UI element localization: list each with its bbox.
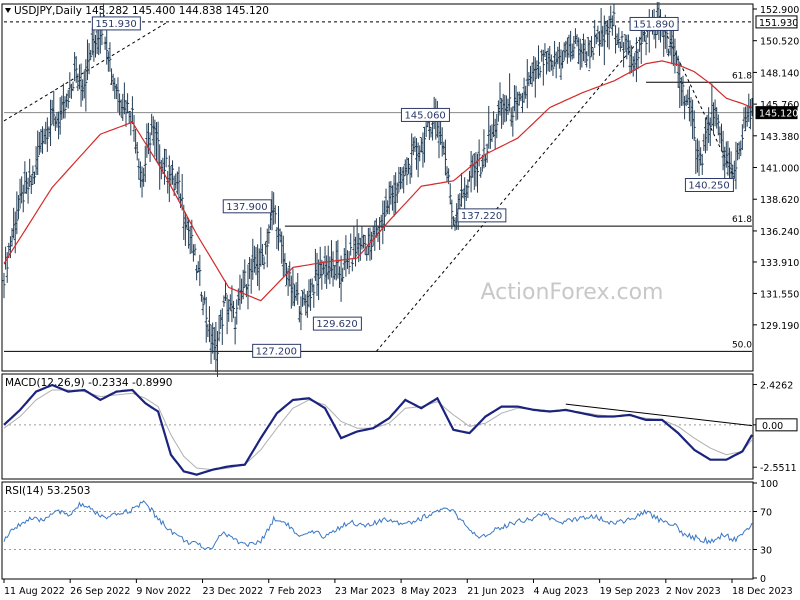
rsi-y-tick-label: 0: [760, 574, 766, 585]
price-y-tick-label: 150.520: [760, 37, 799, 48]
price-title-text: USDJPY,Daily 145.282 145.400 144.838 145…: [14, 5, 269, 17]
x-axis-tick-label: 2 Nov 2023: [666, 586, 721, 597]
price-y-tick-label: 143.380: [760, 132, 799, 143]
price-annotation-box: [457, 208, 507, 223]
price-y-tick-label: 141.000: [760, 164, 799, 175]
rsi-panel-frame: [1, 481, 754, 580]
price-annotation-text: 145.060: [404, 110, 445, 121]
x-axis-tick-label: 9 Nov 2022: [136, 586, 191, 597]
price-annotation-box: [684, 178, 734, 193]
price-annotation-text: 137.220: [461, 211, 502, 222]
price-y-tick-label: 133.910: [760, 258, 799, 269]
price-annotation-text: 151.930: [95, 19, 136, 30]
rsi-line: [3, 500, 753, 550]
price-y-tick-label: 138.620: [760, 195, 799, 206]
macd-y-tick-label: 2.4262: [760, 381, 793, 392]
fib-level-label: 50.0: [732, 340, 752, 350]
price-annotation-box: [629, 16, 679, 31]
price-trendline: [661, 24, 735, 178]
x-axis-tick-label: 8 May 2023: [401, 586, 457, 597]
price-y-tick-label: 129.190: [760, 321, 799, 332]
macd-y-tick-label: -2.5511: [760, 463, 797, 474]
price-annotation-box: [312, 316, 362, 331]
price-annotation-text: 151.890: [633, 19, 674, 30]
price-annotation-text: 129.620: [316, 319, 357, 330]
price-level-tag: [755, 15, 798, 29]
price-y-tick-label: 145.760: [760, 100, 799, 111]
price-y-tick-label: 136.240: [760, 227, 799, 238]
price-annotation-box: [252, 343, 302, 358]
price-annotation-box: [222, 199, 272, 214]
fib-level-label: 61.8: [732, 215, 752, 225]
x-axis-tick-label: 23 Mar 2023: [335, 586, 395, 597]
x-axis-tick-label: 19 Sep 2023: [600, 586, 660, 597]
rsi-y-tick-label: 30: [760, 546, 772, 557]
x-axis-tick-label: 11 Aug 2022: [4, 586, 65, 597]
x-axis-tick-label: 23 Dec 2022: [203, 586, 264, 597]
price-level-tag: [755, 106, 798, 120]
macd-trendline: [565, 403, 753, 427]
x-axis-tick-label: 21 Jun 2023: [467, 586, 524, 597]
fib-level-label: 61.8: [732, 71, 752, 81]
price-y-tick-label: 152.900: [760, 5, 799, 16]
price-annotation-text: 127.200: [256, 346, 297, 357]
price-y-tick-label: 148.140: [760, 68, 799, 79]
price-y-tick-label: 131.550: [760, 289, 799, 300]
price-panel-frame: [1, 3, 754, 372]
x-axis-tick-label: 18 Dec 2023: [732, 586, 793, 597]
macd-last-value-tag: [755, 418, 798, 432]
price-annotation-box: [91, 16, 141, 31]
moving-average-line: [3, 60, 753, 302]
watermark: ActionForex.com: [481, 280, 664, 305]
macd-last-value-text: 0.00: [762, 421, 783, 432]
price-trendline: [3, 21, 168, 122]
x-axis-tick-label: 26 Sep 2022: [70, 586, 130, 597]
rsi-title: RSI(14) 53.2503: [5, 485, 90, 497]
rsi-y-tick-label: 70: [760, 508, 772, 519]
price-level-tag-text: 151.930: [759, 18, 798, 29]
price-annotation-box: [400, 107, 450, 122]
dropdown-triangle-icon: [5, 8, 11, 13]
rsi-y-tick-label: 100: [760, 479, 778, 490]
macd-panel-frame: [1, 373, 754, 480]
macd-title: MACD(12,26,9) -0.2334 -0.8990: [5, 377, 172, 389]
price-annotation-text: 140.250: [688, 181, 729, 192]
x-axis-tick-label: 7 Feb 2023: [269, 586, 322, 597]
price-annotation-text: 137.900: [226, 202, 267, 213]
price-level-tag-text: 145.120: [759, 109, 798, 120]
x-axis-tick-label: 4 Aug 2023: [533, 586, 588, 597]
macd-line: [3, 383, 753, 476]
price-title: USDJPY,Daily 145.282 145.400 144.838 145…: [5, 5, 269, 17]
